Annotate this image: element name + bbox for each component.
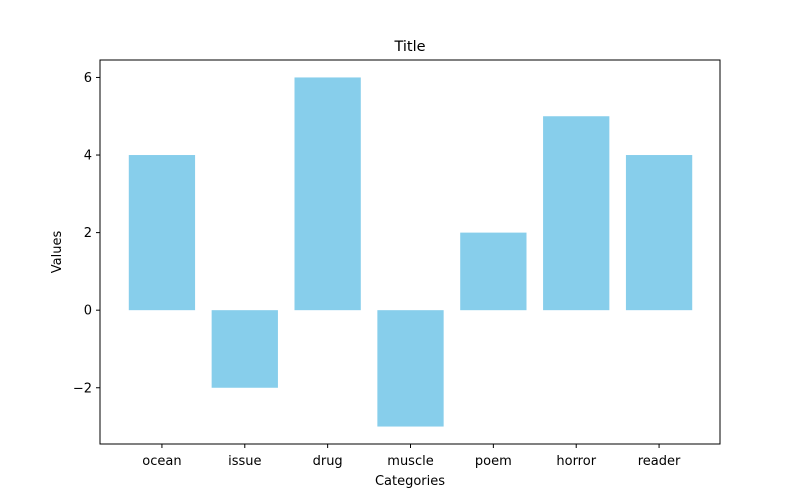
y-tick-label: 6 [84,71,92,86]
bars-group [128,77,693,427]
x-tick-label: drug [313,454,343,469]
x-tick-label: ocean [142,454,181,469]
y-tick-label: −2 [73,381,92,396]
y-tick-label: 2 [84,226,92,241]
bar-horror [543,116,610,311]
bar-poem [460,232,527,311]
bar-drug [294,77,361,311]
y-axis-label: Values [50,231,65,274]
y-tick-label: 4 [84,149,92,164]
bar-reader [625,155,693,311]
x-tick-label: reader [638,454,681,469]
y-tick-label: 0 [84,304,92,319]
chart-title: Title [393,39,425,55]
x-tick-label: poem [475,454,512,469]
plot-area-frame [99,59,721,445]
bar-issue [211,310,278,388]
axis-ticks-group: ocean issue drug muscle poem horror reader −2 0 2… [73,71,681,469]
bar-muscle [377,310,444,427]
bar-ocean [128,155,196,311]
x-tick-label: issue [228,454,261,469]
x-axis-label: Categories [375,474,445,489]
x-tick-label: muscle [387,454,433,469]
x-tick-label: horror [556,454,596,469]
